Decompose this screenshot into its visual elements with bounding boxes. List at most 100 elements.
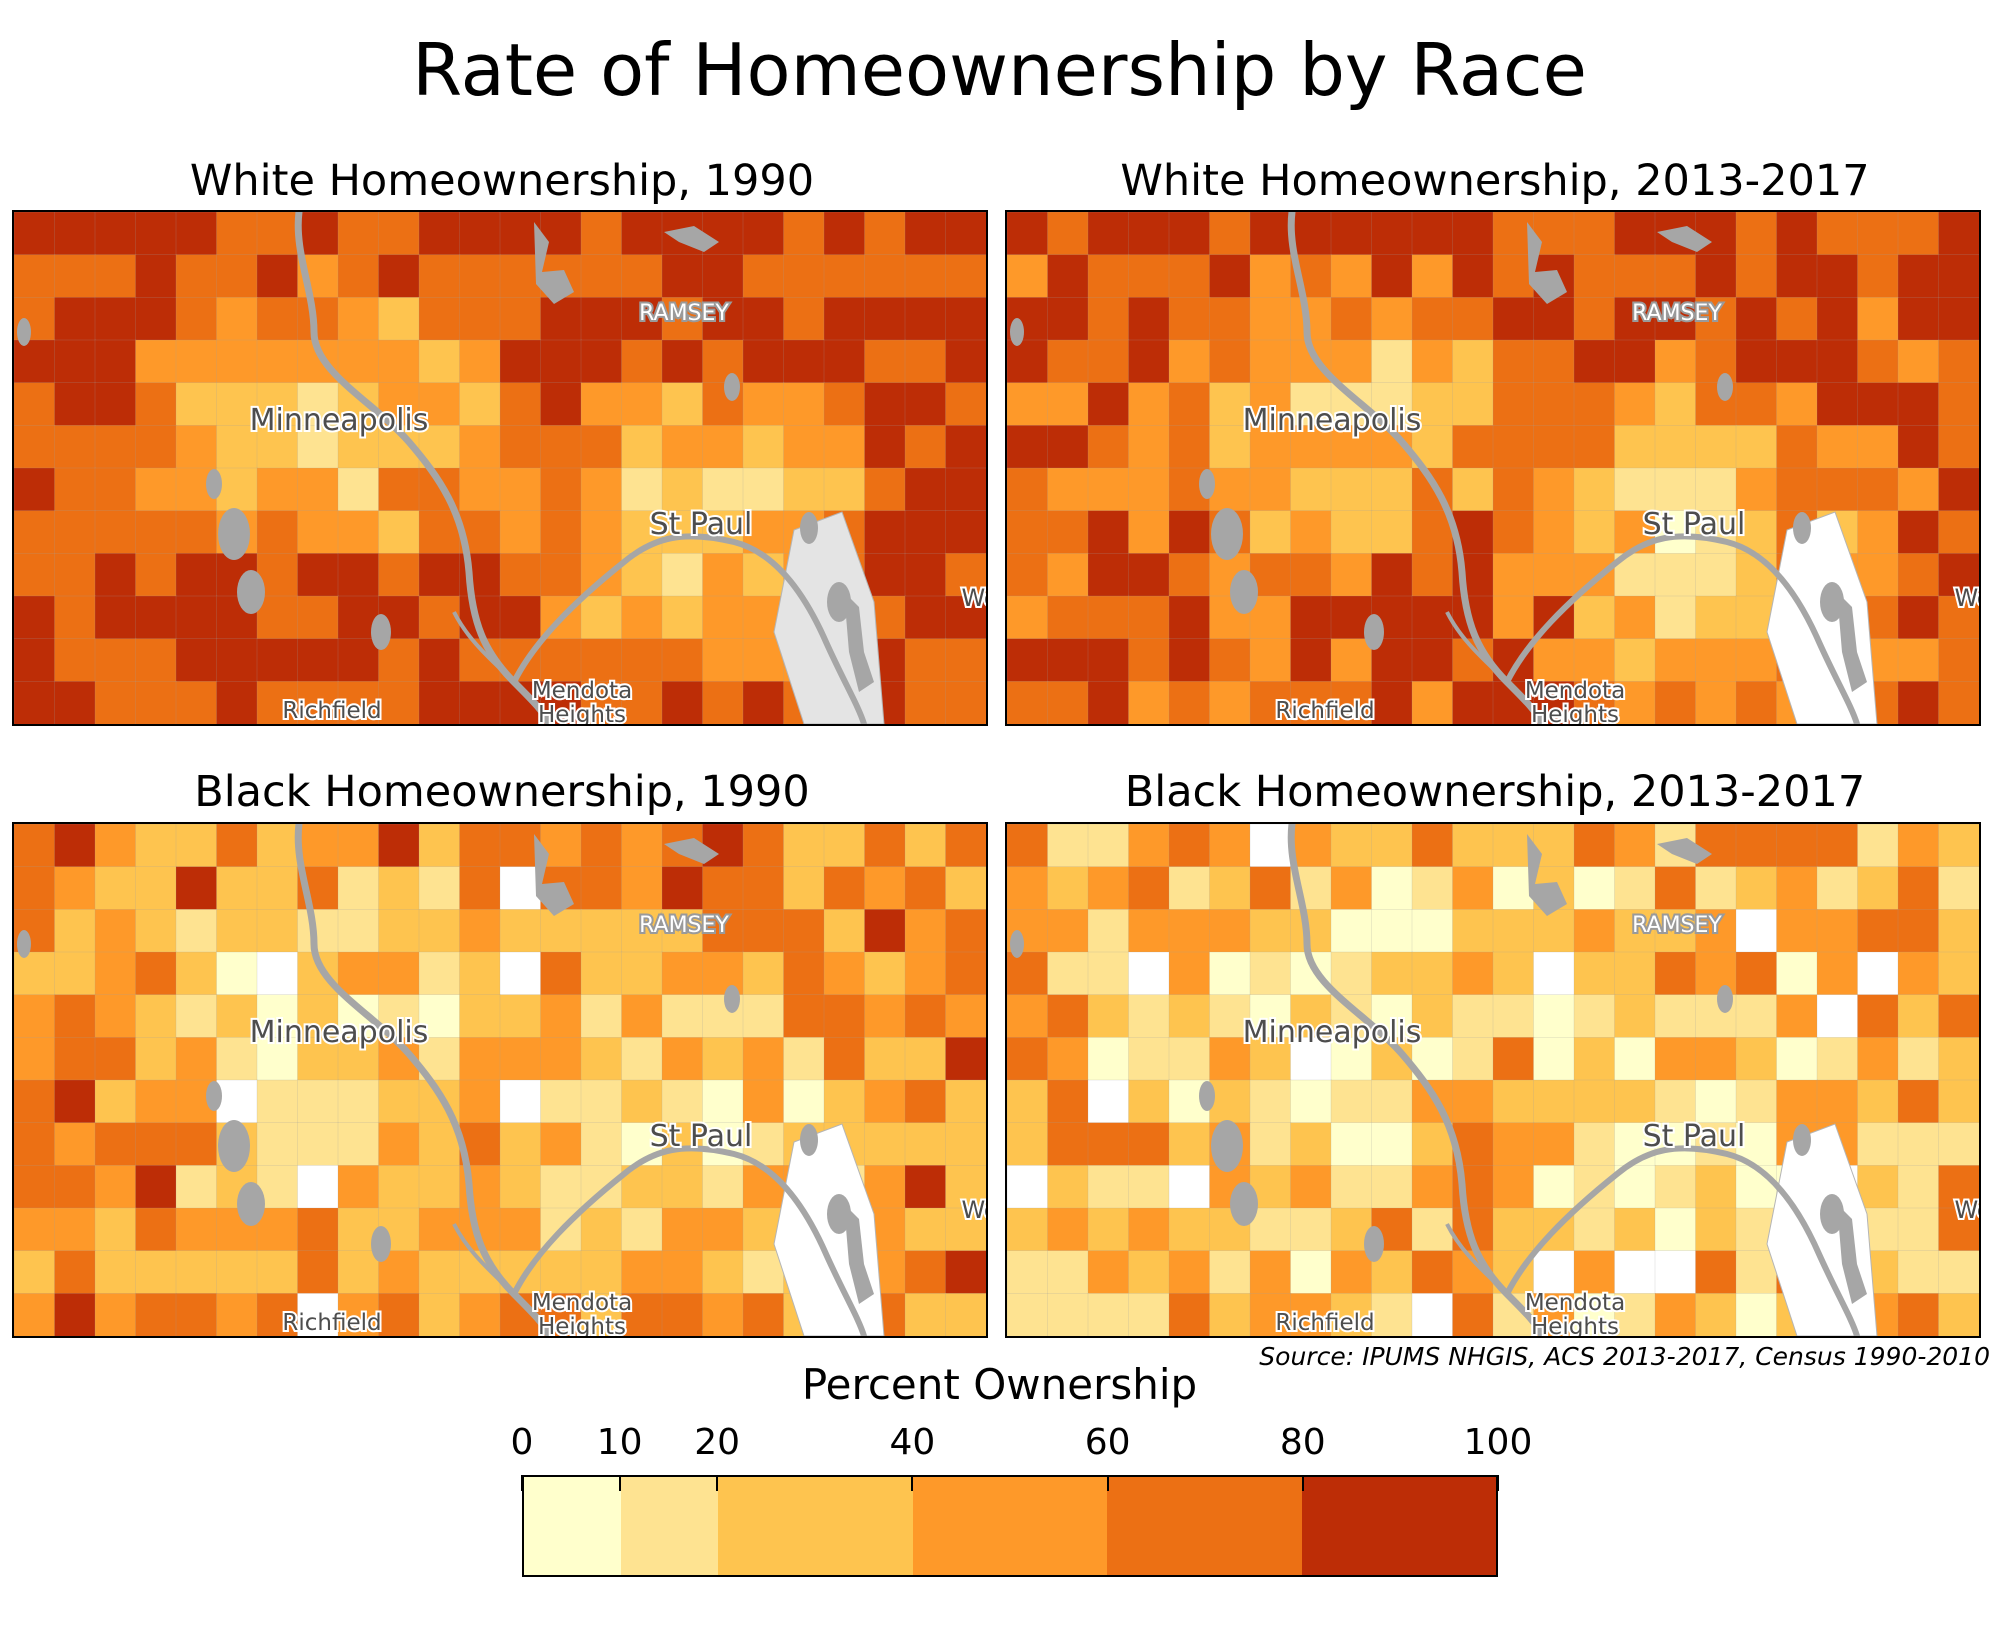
census-tract <box>1695 1250 1737 1295</box>
census-tract <box>1533 425 1575 469</box>
census-tract <box>1897 1293 1940 1336</box>
census-tract <box>621 467 663 512</box>
census-tract <box>135 1122 177 1167</box>
census-tract <box>1047 1250 1089 1295</box>
census-tract <box>1573 297 1616 341</box>
census-tract <box>661 553 704 597</box>
census-tract <box>418 638 461 683</box>
census-tract <box>1290 638 1332 683</box>
census-tract <box>297 1079 339 1124</box>
census-tract <box>945 994 986 1039</box>
census-tract <box>1938 425 1979 469</box>
census-tract <box>54 638 96 683</box>
census-tract <box>1857 254 1899 299</box>
census-tract <box>1007 1293 1049 1336</box>
census-tract <box>1168 595 1211 640</box>
census-tract <box>1492 467 1535 512</box>
census-tract <box>1249 467 1292 512</box>
census-tract <box>1452 212 1494 256</box>
census-tract <box>1209 382 1251 427</box>
census-tract <box>1128 994 1170 1039</box>
census-tract <box>540 1165 582 1209</box>
lake <box>827 1194 851 1234</box>
census-tract <box>1816 425 1859 469</box>
census-tract <box>135 1207 177 1252</box>
census-tract <box>823 909 866 953</box>
census-tract <box>1857 994 1899 1039</box>
census-tract <box>823 1079 866 1124</box>
census-tract <box>1087 1079 1130 1124</box>
census-tract <box>1411 1293 1454 1336</box>
minnesota-river <box>1445 1223 1509 1296</box>
label-ramsey: RAMSEY <box>1632 913 1722 938</box>
census-tract <box>1735 909 1778 953</box>
census-tract <box>459 212 501 256</box>
census-tract <box>1857 1037 1899 1081</box>
census-tract <box>1816 1079 1859 1124</box>
census-tract <box>1533 638 1575 683</box>
census-tract <box>1816 994 1859 1039</box>
census-tract <box>661 1037 704 1081</box>
census-tract <box>702 638 744 683</box>
census-tract <box>1371 1165 1413 1209</box>
census-tract <box>1573 1079 1616 1124</box>
census-tract <box>1047 1079 1089 1124</box>
census-tract <box>1371 1122 1413 1167</box>
census-tract <box>1249 1207 1292 1252</box>
census-tract <box>216 1079 258 1124</box>
census-tract <box>864 1122 906 1167</box>
census-tract <box>216 425 258 469</box>
census-tract <box>1654 638 1697 683</box>
census-tract <box>1209 681 1251 724</box>
census-tract <box>1249 425 1292 469</box>
legend-tick-label: 60 <box>1084 1422 1131 1463</box>
census-tract <box>14 1207 56 1252</box>
census-tract <box>1249 510 1292 555</box>
census-tract <box>1209 297 1251 341</box>
census-tract <box>1897 638 1940 683</box>
census-tract <box>1897 994 1940 1039</box>
census-tract <box>1857 824 1899 868</box>
census-tract <box>1897 1165 1940 1209</box>
census-tract <box>904 510 947 555</box>
census-tract <box>1047 1165 1089 1209</box>
census-tract <box>1492 254 1535 299</box>
census-tract <box>499 467 542 512</box>
census-tract <box>1533 994 1575 1039</box>
census-tract <box>1209 638 1251 683</box>
census-tract <box>1007 1207 1049 1252</box>
legend-swatch-10-20 <box>621 1477 719 1575</box>
census-tract <box>1371 467 1413 512</box>
census-tract <box>378 681 420 724</box>
census-tract <box>1452 951 1494 996</box>
census-tract <box>1695 254 1737 299</box>
census-tract <box>1735 1165 1778 1209</box>
census-tract <box>1087 1037 1130 1081</box>
census-tract <box>864 866 906 911</box>
census-tract <box>540 1122 582 1167</box>
census-tract <box>499 254 542 299</box>
census-tract <box>864 382 906 427</box>
census-tract <box>945 1207 986 1252</box>
census-tract <box>1614 681 1656 724</box>
census-tract <box>1087 1250 1130 1295</box>
census-tract <box>256 1207 299 1252</box>
census-tract <box>1249 595 1292 640</box>
census-tract <box>94 1079 137 1124</box>
census-tract <box>945 866 986 911</box>
census-tract <box>540 382 582 427</box>
census-tract <box>135 681 177 724</box>
label-mendota: Mendota <box>532 678 632 704</box>
census-tract <box>1735 212 1778 256</box>
census-tract <box>54 824 96 868</box>
census-tract <box>1249 909 1292 953</box>
census-tract <box>14 681 56 724</box>
census-tract <box>621 866 663 911</box>
census-tract <box>1533 467 1575 512</box>
census-tract <box>1330 951 1373 996</box>
census-tract <box>540 1079 582 1124</box>
lake <box>1717 985 1733 1013</box>
census-tract <box>661 1250 704 1295</box>
panel-title-white-1990: White Homeownership, 1990 <box>189 156 815 206</box>
census-tract <box>1128 866 1170 911</box>
